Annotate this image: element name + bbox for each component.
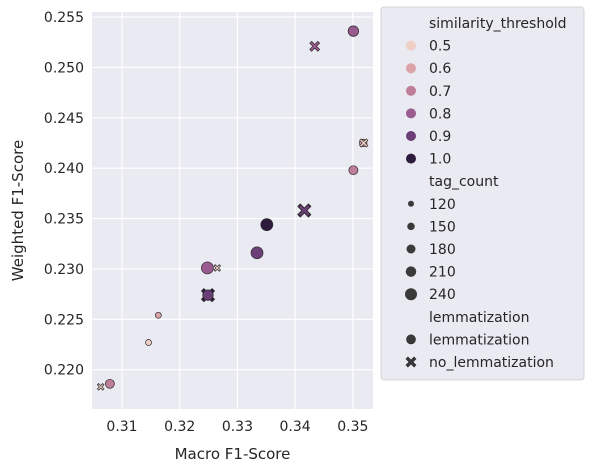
legend-hue-marker	[406, 153, 416, 164]
legend-entry-label: 0.5	[429, 39, 451, 55]
data-point	[155, 311, 162, 319]
y-axis-label: Weighted F1-Score	[9, 140, 27, 281]
data-point	[298, 204, 311, 217]
legend-title: tag_count	[429, 174, 499, 190]
legend-style-marker	[406, 334, 416, 345]
legend-entry-label: 240	[429, 287, 456, 303]
data-point	[201, 261, 214, 275]
x-tick-label: 0.33	[222, 419, 253, 435]
legend-size-marker	[405, 266, 417, 277]
legend-size-marker	[406, 244, 416, 254]
legend-hue-marker	[406, 63, 416, 74]
legend-entry-label: 120	[429, 197, 456, 213]
data-point	[96, 383, 105, 391]
data-point	[260, 218, 274, 231]
y-tick-label: 0.250	[44, 60, 84, 76]
plot-area	[92, 12, 373, 409]
axis-ticks: 0.31 0.32 0.33 0.34 0.35 0.220 0.225 0.230 0.235…	[44, 10, 368, 435]
x-tick-label: 0.32	[164, 419, 195, 435]
data-point	[250, 246, 264, 260]
y-tick-label: 0.240	[44, 161, 84, 177]
data-point	[145, 339, 152, 346]
grid-lines	[92, 12, 373, 409]
x-axis-label: Macro F1-Score	[175, 445, 291, 463]
legend-hue-marker	[406, 131, 416, 141]
legend-size-marker	[408, 200, 414, 207]
legend-entry-label: 0.8	[429, 106, 451, 122]
legend-entry-label: 1.0	[429, 152, 451, 168]
data-point	[202, 289, 214, 301]
legend-entry-label: 0.7	[429, 84, 451, 100]
data-point	[359, 138, 369, 148]
legend-hue-marker	[406, 85, 416, 96]
legend-style-marker	[405, 356, 417, 368]
legend-title: lemmatization	[429, 310, 529, 326]
y-tick-label: 0.235	[44, 212, 84, 228]
y-tick-label: 0.220	[44, 363, 84, 379]
x-tick-label: 0.34	[280, 419, 311, 435]
legend-size-marker	[407, 222, 415, 231]
legend: similarity_threshold 0.5 0.6 0.7 0.8 0.9 1.0 ta…	[380, 6, 585, 381]
legend-hue-marker	[406, 40, 416, 51]
legend-entry-label: lemmatization	[429, 332, 529, 348]
legend-hue-marker	[406, 108, 416, 119]
x-tick-label: 0.35	[337, 419, 368, 435]
data-points	[96, 25, 369, 391]
legend-entry-label: 0.9	[429, 129, 451, 145]
data-point	[347, 25, 359, 37]
legend-entry-label: no_lemmatization	[429, 355, 554, 371]
legend-frame	[380, 6, 585, 381]
legend-entry-label: 180	[429, 242, 456, 258]
data-point	[348, 165, 359, 176]
legend-entry-label: 210	[429, 265, 456, 281]
data-point	[105, 378, 115, 389]
x-tick-label: 0.31	[106, 419, 137, 435]
y-tick-label: 0.255	[44, 10, 84, 26]
legend-entry-label: 0.6	[429, 61, 451, 77]
legend-size-marker	[405, 288, 417, 301]
data-point	[213, 264, 222, 272]
y-tick-label: 0.225	[44, 312, 84, 328]
legend-title: similarity_threshold	[429, 16, 567, 32]
data-point	[309, 40, 321, 52]
legend-entry-label: 150	[429, 219, 456, 235]
y-tick-label: 0.230	[44, 262, 84, 278]
y-tick-label: 0.245	[44, 111, 84, 127]
